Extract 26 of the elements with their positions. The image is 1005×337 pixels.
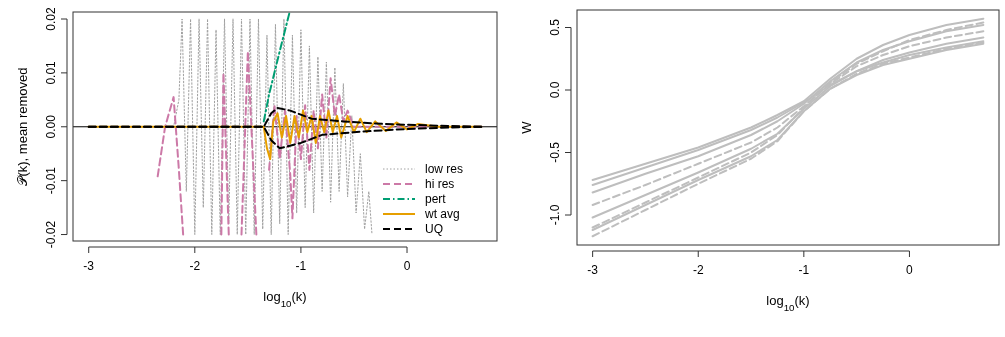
x-tick-label: 0: [906, 263, 914, 277]
y-tick-label: -0.5: [548, 141, 562, 163]
x-tick-label: -3: [83, 259, 95, 273]
legend-label: low res: [425, 162, 464, 176]
x-tick-label: -2: [692, 263, 704, 277]
y-tick-label: -0.02: [44, 220, 58, 249]
y-axis-title: W: [519, 120, 534, 134]
legend-label: wt avg: [424, 207, 460, 221]
x-tick-label: 0: [403, 259, 411, 273]
legend-label: hi res: [425, 177, 455, 191]
x-axis-title: log$_{10}$(k): [263, 289, 307, 309]
x-axis-title: log$_{10}$(k): [766, 293, 810, 313]
y-tick-label: 0.00: [44, 114, 58, 139]
x-tick-label: -2: [189, 259, 201, 273]
legend-label: pert: [425, 192, 447, 206]
y-axis-title: 𝒫(k), mean removed: [15, 67, 30, 186]
y-tick-label: 0.0: [548, 81, 562, 99]
y-tick-label: -1.0: [548, 204, 562, 226]
y-tick-label: 0.02: [44, 7, 58, 31]
x-tick-label: -3: [587, 263, 599, 277]
y-tick-label: -0.01: [44, 166, 58, 195]
y-tick-label: 0.01: [44, 60, 58, 85]
x-tick-label: -1: [295, 259, 307, 273]
legend-label: UQ: [425, 222, 443, 236]
x-tick-label: -1: [798, 263, 810, 277]
y-tick-label: 0.5: [548, 18, 562, 36]
